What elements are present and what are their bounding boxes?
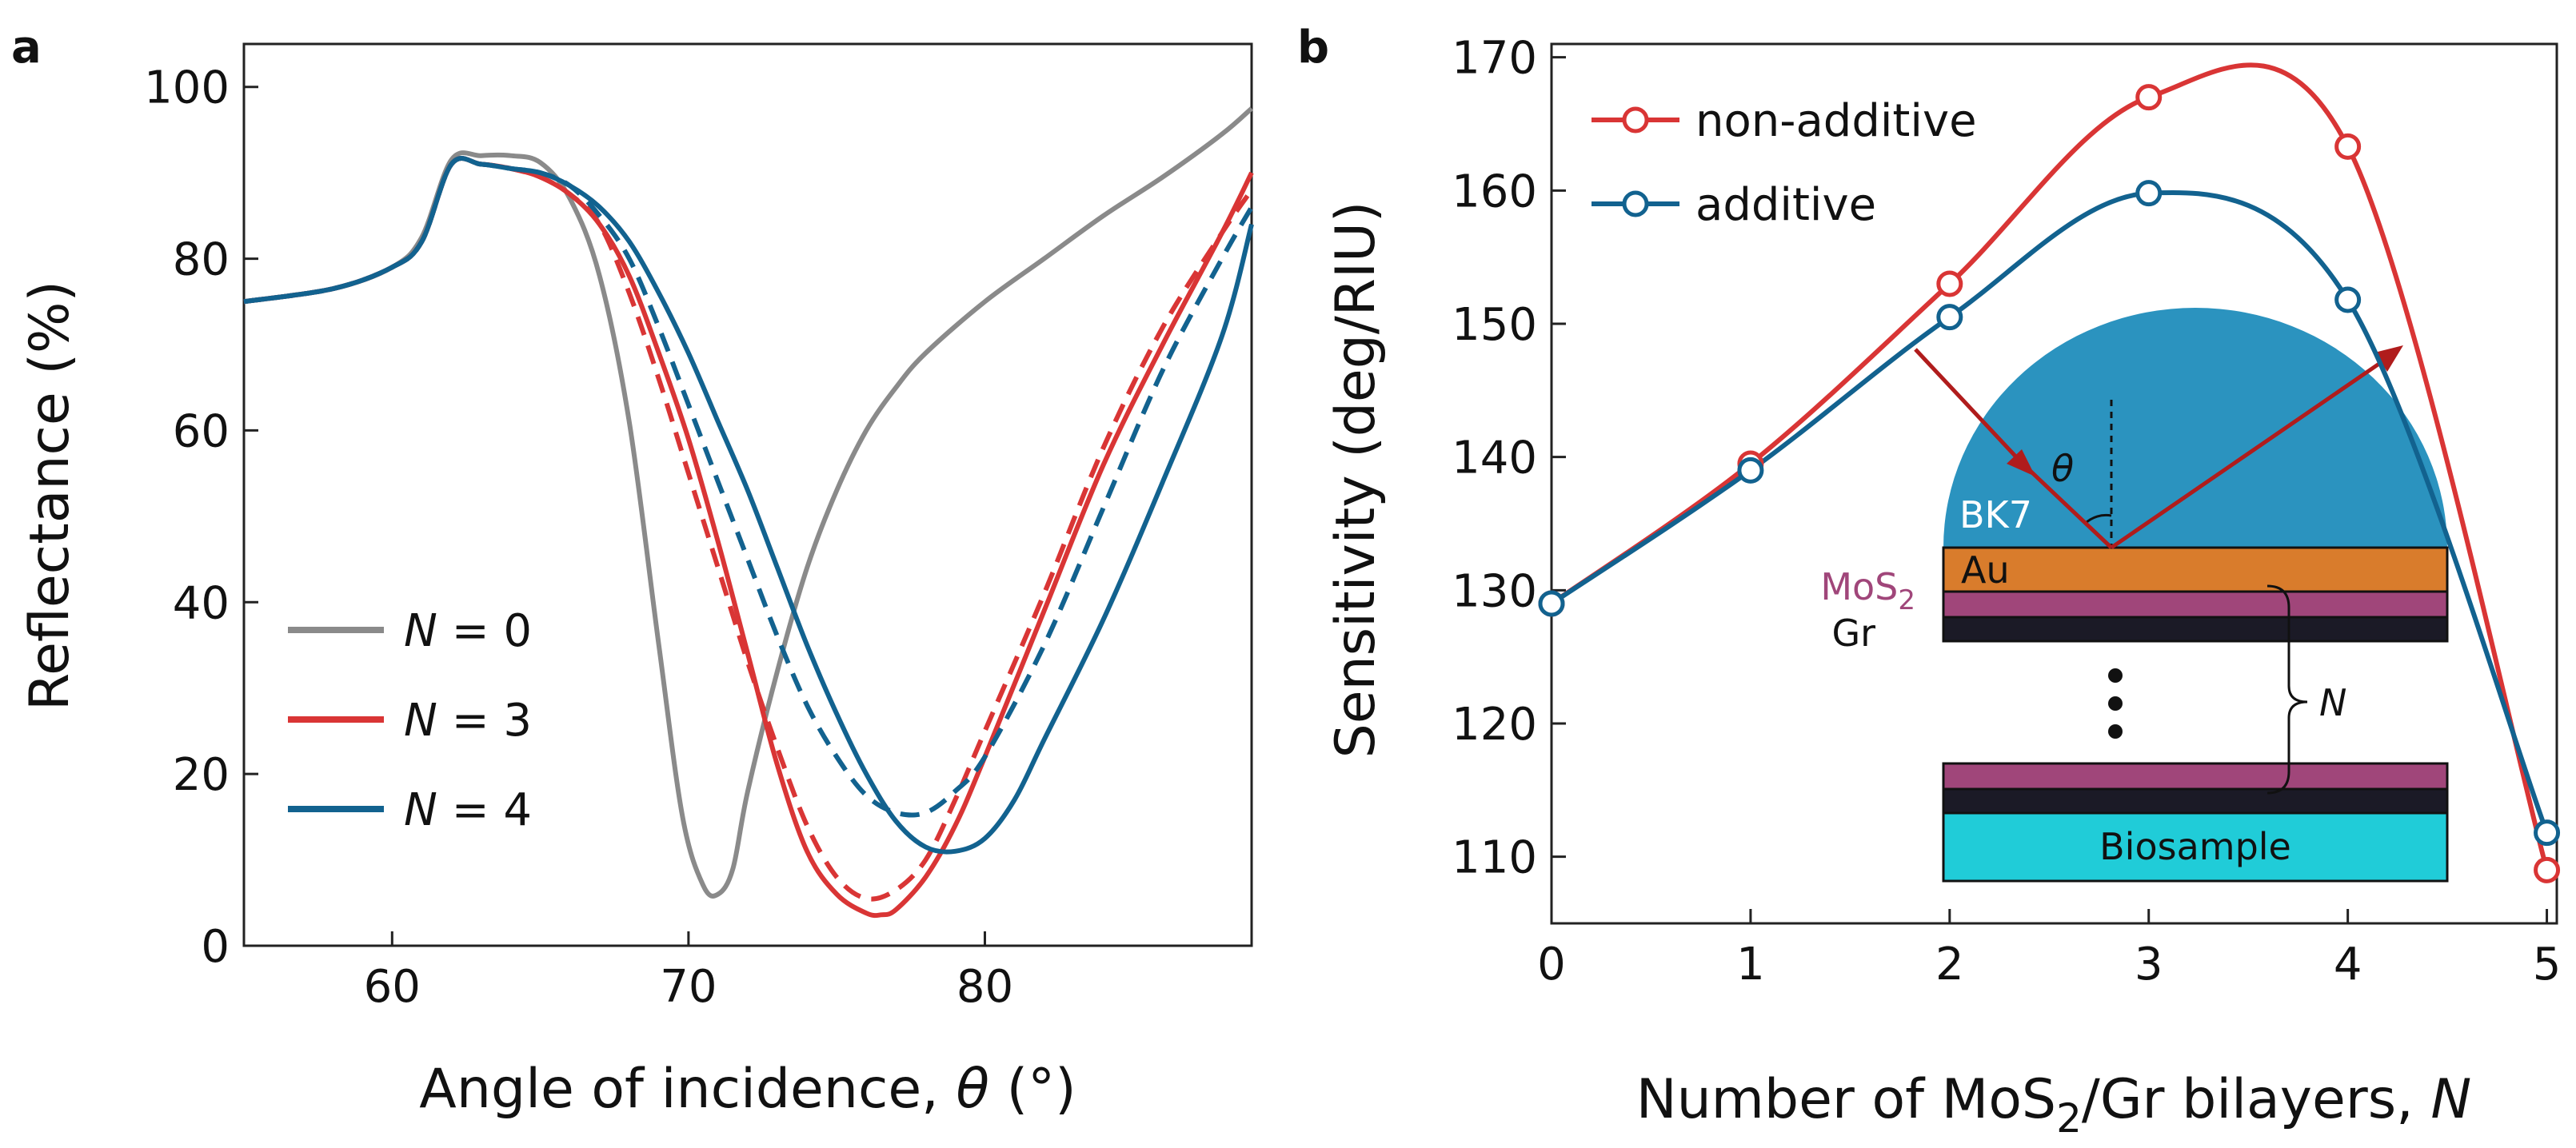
x-tick-label: 0 (1537, 939, 1566, 991)
ellipsis-dot (2108, 668, 2123, 683)
data-point (1737, 456, 1764, 484)
biosample-label: Biosample (2099, 825, 2291, 868)
series-line (243, 106, 1253, 899)
y-tick-label: 130 (1452, 565, 1537, 617)
panel-b-x-axis-label: Number of MoS2/Gr bilayers, N (1636, 1068, 2472, 1142)
y-tick-label: 40 (173, 577, 230, 629)
y-tick-label: 110 (1452, 832, 1537, 884)
x-tick-label: 4 (2334, 939, 2362, 991)
data-point (1936, 270, 1963, 297)
gr-label: Gr (1831, 612, 1875, 655)
data-point (2135, 180, 2163, 207)
theta-symbol: θ (2051, 447, 2074, 490)
biosample-layer (1942, 811, 2449, 883)
legend-marker (1622, 106, 1649, 134)
panel-b-legend: non-additive additive (1592, 95, 1977, 231)
y-tick-label: 0 (201, 921, 230, 973)
ellipsis-dot (2108, 724, 2123, 739)
series-line (243, 156, 1254, 818)
panel-b-y-ticks: 110 120 130 140 150 160 170 (1452, 33, 1566, 884)
reflected-arrowhead (2374, 345, 2403, 372)
x-tick-label: 80 (957, 961, 1013, 1013)
legend-label: N = 4 (404, 784, 532, 836)
y-tick-label: 60 (173, 405, 230, 457)
panel-a-y-axis-label: Reflectance (%) (18, 281, 82, 711)
legend-label: non-additive (1695, 95, 1977, 147)
panel-a-x-ticks: 60 70 80 (364, 931, 1013, 1013)
data-point (1936, 304, 1963, 331)
data-point (1538, 590, 1565, 617)
legend-label: N = 3 (404, 695, 532, 747)
y-tick-label: 150 (1452, 299, 1537, 351)
y-tick-label: 140 (1452, 432, 1537, 484)
bk7-label: BK7 (1959, 493, 2032, 536)
layer-brace (2266, 584, 2308, 795)
y-tick-label: 20 (173, 749, 230, 801)
au-label: Au (1961, 548, 2010, 592)
x-tick-label: 2 (1935, 939, 1964, 991)
panel-a: a 60 70 80 0 20 40 60 80 100 N = 0 N = 3 N = 4 An… (11, 22, 1254, 1121)
mos2-layer-top (1942, 590, 2449, 619)
panel-a-x-axis-label: Angle of incidence, θ (°) (419, 1058, 1076, 1121)
panel-a-y-ticks: 0 20 40 60 80 100 (144, 62, 258, 973)
n-repeat-label: N (2319, 681, 2346, 724)
data-point (2334, 133, 2362, 160)
x-tick-label: 70 (660, 961, 717, 1013)
y-tick-label: 120 (1452, 699, 1537, 751)
x-tick-label: 60 (364, 961, 421, 1013)
y-tick-label: 170 (1452, 33, 1537, 85)
sensor-schematic: BK7 θ Au MoS2 Gr N Biosample (1820, 308, 2449, 883)
y-tick-label: 160 (1452, 165, 1537, 217)
mos2-layer-bottom (1942, 762, 2449, 791)
panel-b: b 0 1 2 3 4 5 110 120 130 140 150 160 170 BK7 θ Au (1297, 22, 2561, 1142)
panel-b-x-ticks: 0 1 2 3 4 5 (1537, 909, 2561, 991)
series-line (243, 156, 1254, 855)
legend-label: additive (1695, 179, 1876, 231)
y-tick-label: 100 (144, 62, 230, 114)
x-tick-label: 5 (2533, 939, 2562, 991)
panel-a-axes-frame (242, 42, 1253, 947)
data-point (2135, 84, 2163, 111)
panel-a-label: a (11, 22, 42, 74)
x-tick-label: 1 (1736, 939, 1765, 991)
graphene-layer-top (1942, 616, 2449, 643)
ellipsis-dot (2108, 696, 2123, 711)
data-point (2534, 856, 2561, 883)
panel-b-y-axis-label: Sensitivity (deg/RIU) (1324, 201, 1388, 759)
y-tick-label: 80 (173, 234, 230, 286)
data-point (2334, 286, 2362, 313)
panel-b-markers (1538, 84, 2561, 883)
x-tick-label: 3 (2135, 939, 2163, 991)
panel-a-legend: N = 0 N = 3 N = 4 (288, 605, 532, 836)
legend-marker (1622, 190, 1649, 217)
mos2-label: MoS2 (1820, 565, 1915, 616)
graphene-layer-bottom (1942, 787, 2449, 815)
incident-ray-continued (2019, 460, 2113, 549)
data-point (2534, 819, 2561, 847)
legend-label: N = 0 (404, 605, 532, 657)
bk7-prism (1943, 308, 2447, 548)
panel-b-label: b (1297, 22, 1329, 74)
gold-layer (1942, 546, 2449, 593)
panel-b-axes-frame (1550, 42, 2558, 925)
incident-ray (1914, 348, 2023, 464)
series-line (243, 156, 1254, 902)
reflected-ray (2110, 356, 2389, 550)
panel-a-series (243, 106, 1254, 919)
